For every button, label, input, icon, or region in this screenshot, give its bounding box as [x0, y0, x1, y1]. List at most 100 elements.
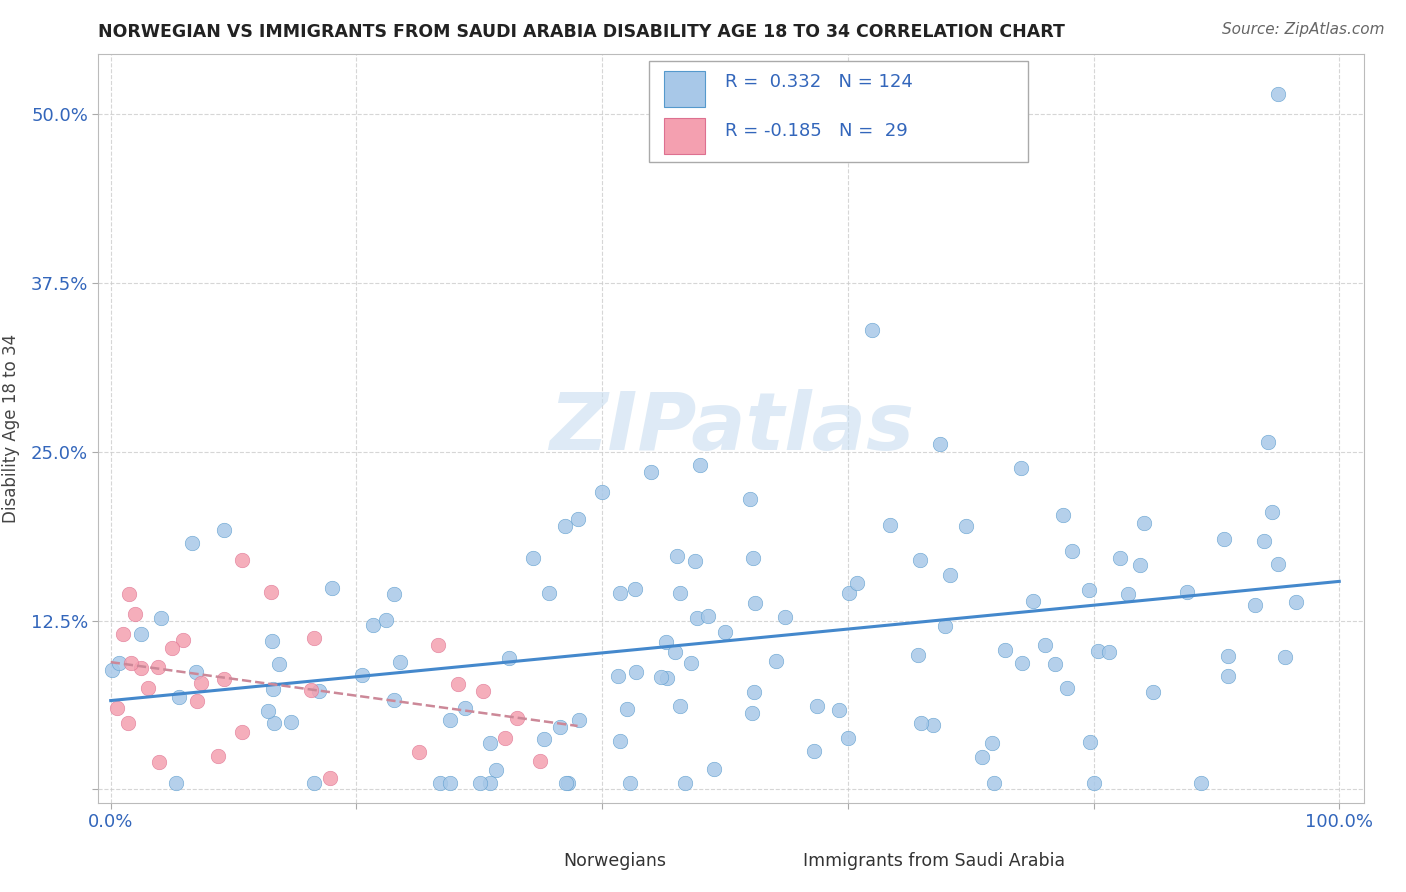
Point	[1021, 593, 1043, 607]
Point	[742, 685, 765, 699]
Point	[714, 625, 737, 640]
FancyBboxPatch shape	[664, 70, 704, 106]
Point	[837, 586, 859, 600]
Point	[447, 677, 470, 691]
Point	[1133, 516, 1156, 530]
Point	[934, 618, 956, 632]
Point	[994, 643, 1017, 657]
Point	[352, 668, 374, 682]
Point	[149, 611, 172, 625]
Point	[212, 523, 235, 537]
Point	[938, 568, 960, 582]
Point	[302, 775, 325, 789]
Point	[738, 491, 761, 506]
Point	[664, 645, 686, 659]
FancyBboxPatch shape	[756, 847, 792, 875]
Point	[624, 665, 647, 680]
Point	[744, 596, 766, 610]
Point	[479, 736, 502, 750]
Y-axis label: Disability Age 18 to 34: Disability Age 18 to 34	[1, 334, 20, 523]
Point	[668, 586, 690, 600]
Point	[609, 586, 631, 600]
Point	[1257, 434, 1279, 449]
Point	[741, 706, 763, 720]
Point	[1098, 644, 1121, 658]
Point	[105, 701, 128, 715]
Point	[1261, 504, 1284, 518]
Point	[1129, 558, 1152, 572]
Point	[773, 610, 796, 624]
Point	[429, 775, 451, 789]
Text: R = -0.185   N =  29: R = -0.185 N = 29	[725, 122, 907, 140]
FancyBboxPatch shape	[664, 118, 704, 154]
Point	[619, 775, 641, 789]
Point	[607, 669, 630, 683]
Point	[533, 731, 555, 746]
Point	[529, 754, 551, 768]
Point	[1213, 532, 1236, 546]
Point	[160, 640, 183, 655]
Point	[703, 762, 725, 776]
Point	[1056, 681, 1078, 695]
Point	[207, 748, 229, 763]
Point	[120, 657, 142, 671]
Point	[765, 654, 787, 668]
Point	[1253, 533, 1275, 548]
Point	[1087, 644, 1109, 658]
Point	[803, 744, 825, 758]
Point	[136, 681, 159, 695]
Point	[609, 734, 631, 748]
Point	[382, 587, 405, 601]
Point	[184, 665, 207, 679]
Point	[454, 701, 477, 715]
Point	[689, 458, 711, 473]
Text: Source: ZipAtlas.com: Source: ZipAtlas.com	[1222, 22, 1385, 37]
Point	[1285, 595, 1308, 609]
Point	[928, 437, 950, 451]
Point	[591, 485, 613, 500]
Point	[1043, 657, 1066, 672]
Point	[955, 519, 977, 533]
Point	[319, 771, 342, 785]
Point	[1118, 587, 1140, 601]
Point	[148, 756, 170, 770]
Point	[640, 465, 662, 479]
Point	[129, 627, 152, 641]
Text: ZIPatlas: ZIPatlas	[548, 389, 914, 467]
FancyBboxPatch shape	[648, 61, 1028, 162]
Point	[111, 627, 134, 641]
Point	[1175, 584, 1198, 599]
Point	[1218, 669, 1240, 683]
Point	[1216, 648, 1239, 663]
Point	[860, 323, 883, 337]
Point	[668, 698, 690, 713]
Point	[1010, 460, 1032, 475]
Point	[655, 635, 678, 649]
Point	[108, 657, 131, 671]
Point	[468, 775, 491, 789]
Point	[846, 576, 869, 591]
Point	[1052, 508, 1074, 522]
Point	[837, 731, 859, 746]
Point	[186, 694, 208, 708]
Point	[231, 725, 253, 739]
Point	[665, 549, 688, 564]
Point	[908, 552, 931, 566]
Point	[538, 586, 561, 600]
Point	[1267, 87, 1289, 101]
Point	[260, 585, 283, 599]
Point	[742, 551, 765, 566]
Point	[231, 553, 253, 567]
Point	[439, 714, 461, 728]
Point	[1083, 775, 1105, 789]
Point	[257, 704, 280, 718]
Point	[165, 775, 187, 789]
Point	[679, 657, 702, 671]
Point	[696, 608, 718, 623]
Point	[568, 713, 591, 727]
Point	[686, 611, 709, 625]
Point	[623, 582, 645, 597]
Point	[506, 711, 529, 725]
Point	[439, 775, 461, 789]
Point	[117, 715, 139, 730]
